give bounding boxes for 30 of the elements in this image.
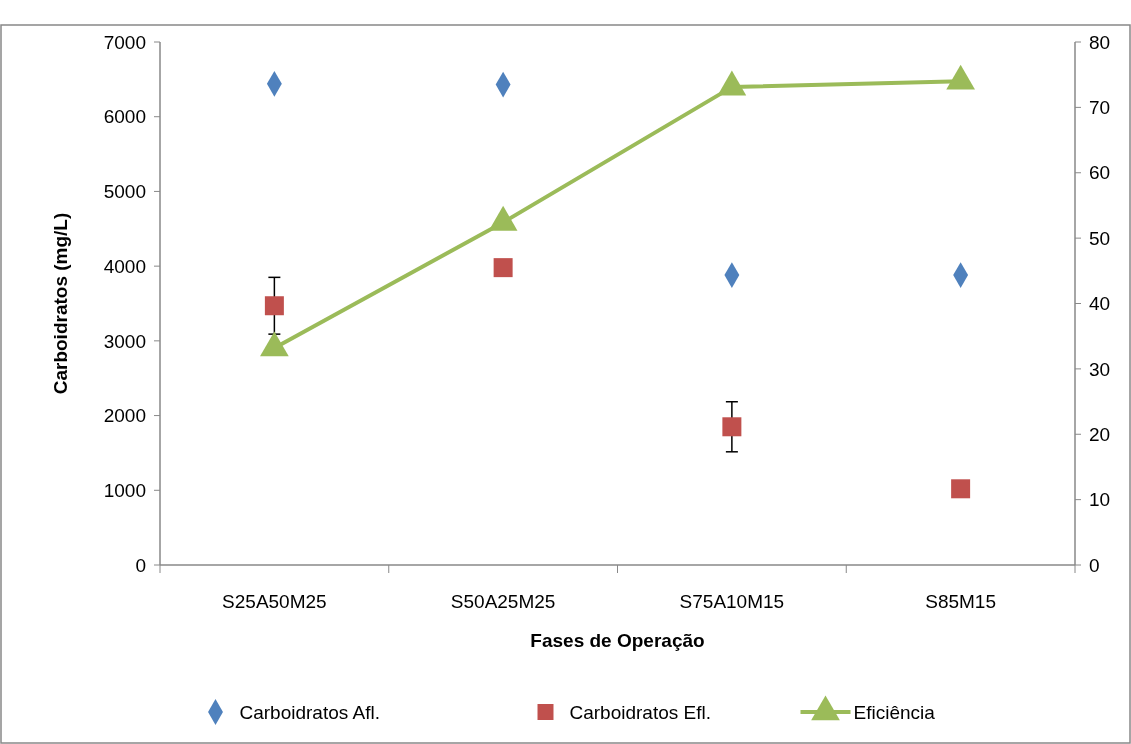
y2-tick-label: 0 (1089, 554, 1100, 576)
y-tick-label: 7000 (103, 31, 146, 53)
y-tick-label: 5000 (103, 181, 146, 203)
y2-tick-label: 10 (1089, 489, 1111, 511)
x-tick-label: S85M15 (925, 591, 997, 612)
y-tick-label: 6000 (103, 106, 146, 128)
x-tick-label: S75A10M15 (679, 591, 785, 612)
y-tick-label: 4000 (103, 255, 146, 277)
y-tick-label: 0 (135, 554, 146, 576)
x-tick-label: S25A50M25 (222, 591, 327, 612)
y2-tick-label: 50 (1089, 227, 1111, 249)
point (493, 258, 513, 278)
point (951, 479, 971, 499)
y-axis-title: Carboidratos (mg/L) (50, 212, 71, 395)
point (264, 296, 284, 316)
legend-label: Carboidratos Efl. (569, 701, 712, 723)
x-tick-label: S50A25M25 (450, 591, 556, 612)
y2-tick-label: 80 (1089, 31, 1111, 53)
y2-tick-label: 70 (1089, 97, 1111, 119)
y2-tick-label: 20 (1089, 423, 1111, 445)
y-tick-label: 2000 (103, 405, 146, 427)
point (722, 417, 742, 437)
legend-label: Carboidratos Afl. (239, 701, 380, 723)
y-tick-label: 3000 (103, 330, 146, 352)
y2-tick-label: 60 (1089, 162, 1111, 184)
y2-tick-label: 40 (1089, 293, 1111, 315)
x-axis-title: Fases de Operação (530, 630, 705, 651)
y2-tick-label: 30 (1089, 358, 1111, 380)
legend-label: Eficiência (853, 701, 936, 723)
y-tick-label: 1000 (103, 479, 146, 501)
